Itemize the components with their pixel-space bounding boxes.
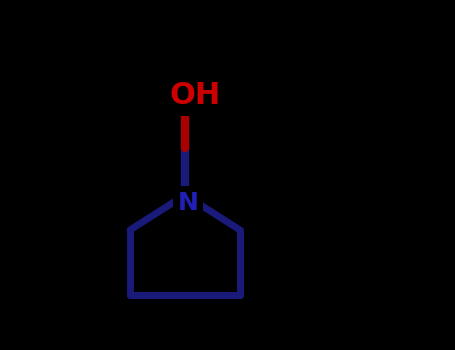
Text: OH: OH: [169, 80, 221, 110]
Text: N: N: [177, 191, 198, 215]
